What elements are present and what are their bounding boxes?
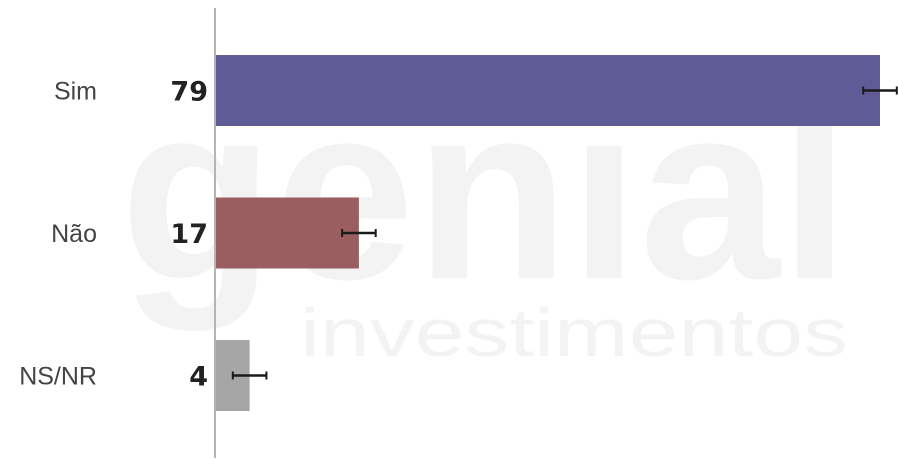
watermark-tagline: investimentos <box>300 295 848 371</box>
bar <box>216 197 359 269</box>
value-label: 79 <box>170 77 208 108</box>
bar <box>216 55 880 126</box>
category-label: NS/NR <box>19 363 97 391</box>
category-label: Não <box>51 220 97 248</box>
bars-layer: Sim 79 Não 17 NS/NR 4 <box>19 55 898 411</box>
value-label: 17 <box>170 219 208 250</box>
value-label: 4 <box>189 362 208 393</box>
category-label: Sim <box>54 78 97 106</box>
